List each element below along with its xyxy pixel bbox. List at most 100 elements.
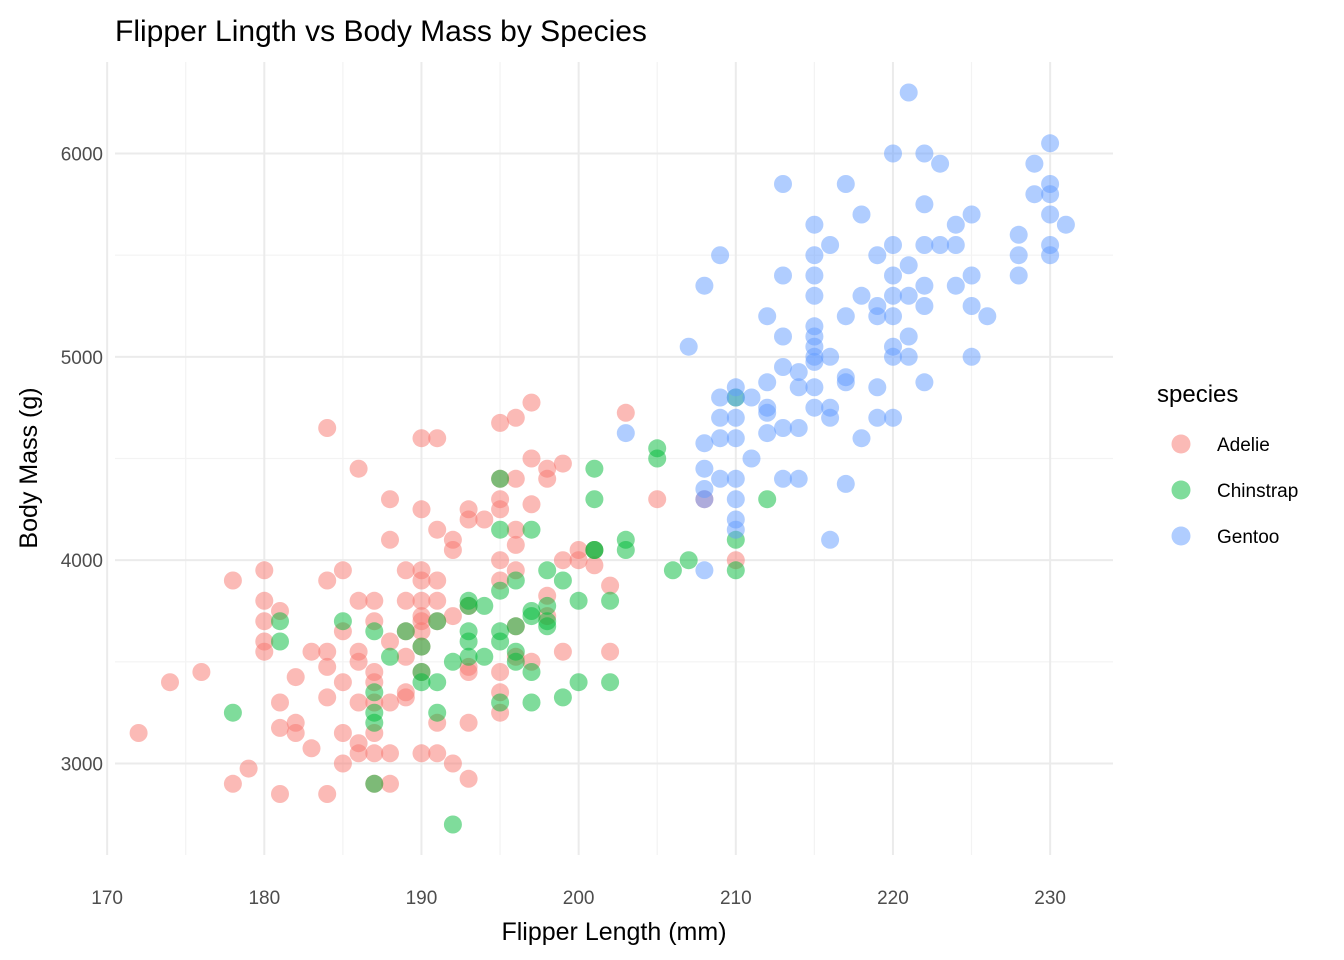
data-point-gentoo (868, 408, 887, 427)
data-point-adelie (161, 673, 179, 692)
data-point-gentoo (695, 561, 714, 580)
data-point-gentoo (726, 429, 745, 448)
y-axis-title: Body Mass (g) (15, 387, 43, 548)
data-point-adelie (333, 754, 352, 773)
data-point-adelie (601, 642, 620, 661)
legend-key-gentoo (1171, 526, 1191, 546)
data-point-chinstrap (491, 581, 510, 600)
data-point-gentoo (1009, 266, 1028, 285)
data-point-adelie (506, 535, 525, 554)
data-point-chinstrap (538, 561, 557, 580)
data-point-chinstrap (443, 652, 462, 671)
data-point-chinstrap (428, 673, 447, 692)
data-point-adelie (443, 607, 462, 626)
data-point-gentoo (978, 307, 997, 326)
data-point-gentoo (1041, 134, 1060, 153)
data-point-gentoo (695, 434, 714, 453)
data-point-adelie (365, 744, 384, 763)
chart-title: Flipper Lingth vs Body Mass by Species (115, 15, 647, 48)
data-point-gentoo (884, 408, 902, 427)
data-point-gentoo (726, 520, 745, 539)
data-point-gentoo (899, 83, 918, 102)
data-point-adelie (522, 393, 541, 412)
data-point-adelie (333, 561, 352, 580)
data-point-gentoo (946, 276, 965, 295)
data-point-adelie (491, 413, 510, 432)
data-point-chinstrap (553, 688, 572, 707)
data-point-chinstrap (271, 612, 289, 631)
data-point-chinstrap (412, 673, 431, 692)
data-point-adelie (302, 642, 321, 661)
data-point-adelie (396, 561, 415, 580)
data-point-chinstrap (585, 459, 604, 478)
data-point-adelie (396, 688, 415, 707)
data-point-adelie (585, 556, 604, 575)
data-point-gentoo (1056, 215, 1075, 234)
data-point-chinstrap (271, 632, 289, 651)
data-point-gentoo (726, 388, 745, 407)
data-point-chinstrap (459, 596, 478, 615)
data-point-gentoo (962, 297, 981, 315)
data-point-chinstrap (601, 673, 620, 692)
data-point-gentoo (915, 276, 934, 295)
data-point-adelie (553, 454, 572, 473)
data-point-adelie (318, 657, 337, 676)
data-point-gentoo (774, 469, 792, 488)
data-point-adelie (506, 469, 525, 488)
x-tick-label: 180 (248, 888, 280, 909)
data-point-gentoo (679, 337, 698, 356)
data-point-chinstrap (538, 596, 557, 615)
data-point-chinstrap (553, 571, 572, 590)
data-point-adelie (428, 429, 447, 448)
data-point-gentoo (884, 286, 902, 305)
data-point-gentoo (805, 352, 824, 371)
data-point-adelie (491, 551, 510, 570)
data-point-chinstrap (506, 652, 525, 671)
data-point-chinstrap (663, 561, 682, 580)
data-point-adelie (396, 591, 415, 610)
data-point-adelie (192, 663, 211, 681)
data-point-adelie (365, 591, 384, 610)
data-point-adelie (333, 673, 352, 692)
data-point-adelie (349, 693, 368, 712)
data-point-gentoo (1025, 154, 1044, 173)
data-point-gentoo (616, 424, 635, 443)
data-point-adelie (318, 571, 337, 590)
data-point-adelie (271, 693, 289, 712)
data-point-chinstrap (491, 469, 510, 488)
data-point-adelie (506, 520, 525, 539)
data-point-adelie (255, 561, 274, 580)
data-point-adelie (553, 551, 572, 570)
data-point-gentoo (899, 347, 918, 366)
data-point-chinstrap (223, 703, 242, 722)
data-point-adelie (553, 642, 572, 661)
data-point-chinstrap (726, 561, 745, 580)
data-points (129, 83, 1075, 834)
data-point-adelie (349, 591, 368, 610)
data-point-chinstrap (522, 663, 541, 681)
data-point-chinstrap (522, 520, 541, 539)
data-point-gentoo (711, 388, 730, 407)
data-point-gentoo (758, 373, 777, 392)
data-point-gentoo (884, 144, 902, 163)
data-point-adelie (428, 520, 447, 539)
data-point-adelie (428, 571, 447, 590)
data-point-chinstrap (569, 591, 588, 610)
series-adelie (129, 393, 745, 803)
data-point-gentoo (805, 215, 824, 234)
data-point-chinstrap (333, 612, 352, 631)
x-tick-label: 210 (720, 888, 752, 909)
data-point-gentoo (774, 327, 792, 346)
data-point-gentoo (1041, 205, 1060, 224)
legend-label-adelie: Adelie (1217, 435, 1270, 456)
data-point-gentoo (915, 195, 934, 214)
data-point-chinstrap (491, 693, 510, 712)
data-point-gentoo (805, 246, 824, 265)
x-axis-title: Flipper Length (mm) (501, 918, 726, 946)
data-point-adelie (616, 403, 635, 422)
data-point-chinstrap (475, 647, 494, 666)
data-point-gentoo (789, 378, 808, 397)
data-point-adelie (491, 500, 510, 519)
data-point-gentoo (946, 236, 965, 254)
data-point-adelie (459, 713, 478, 732)
